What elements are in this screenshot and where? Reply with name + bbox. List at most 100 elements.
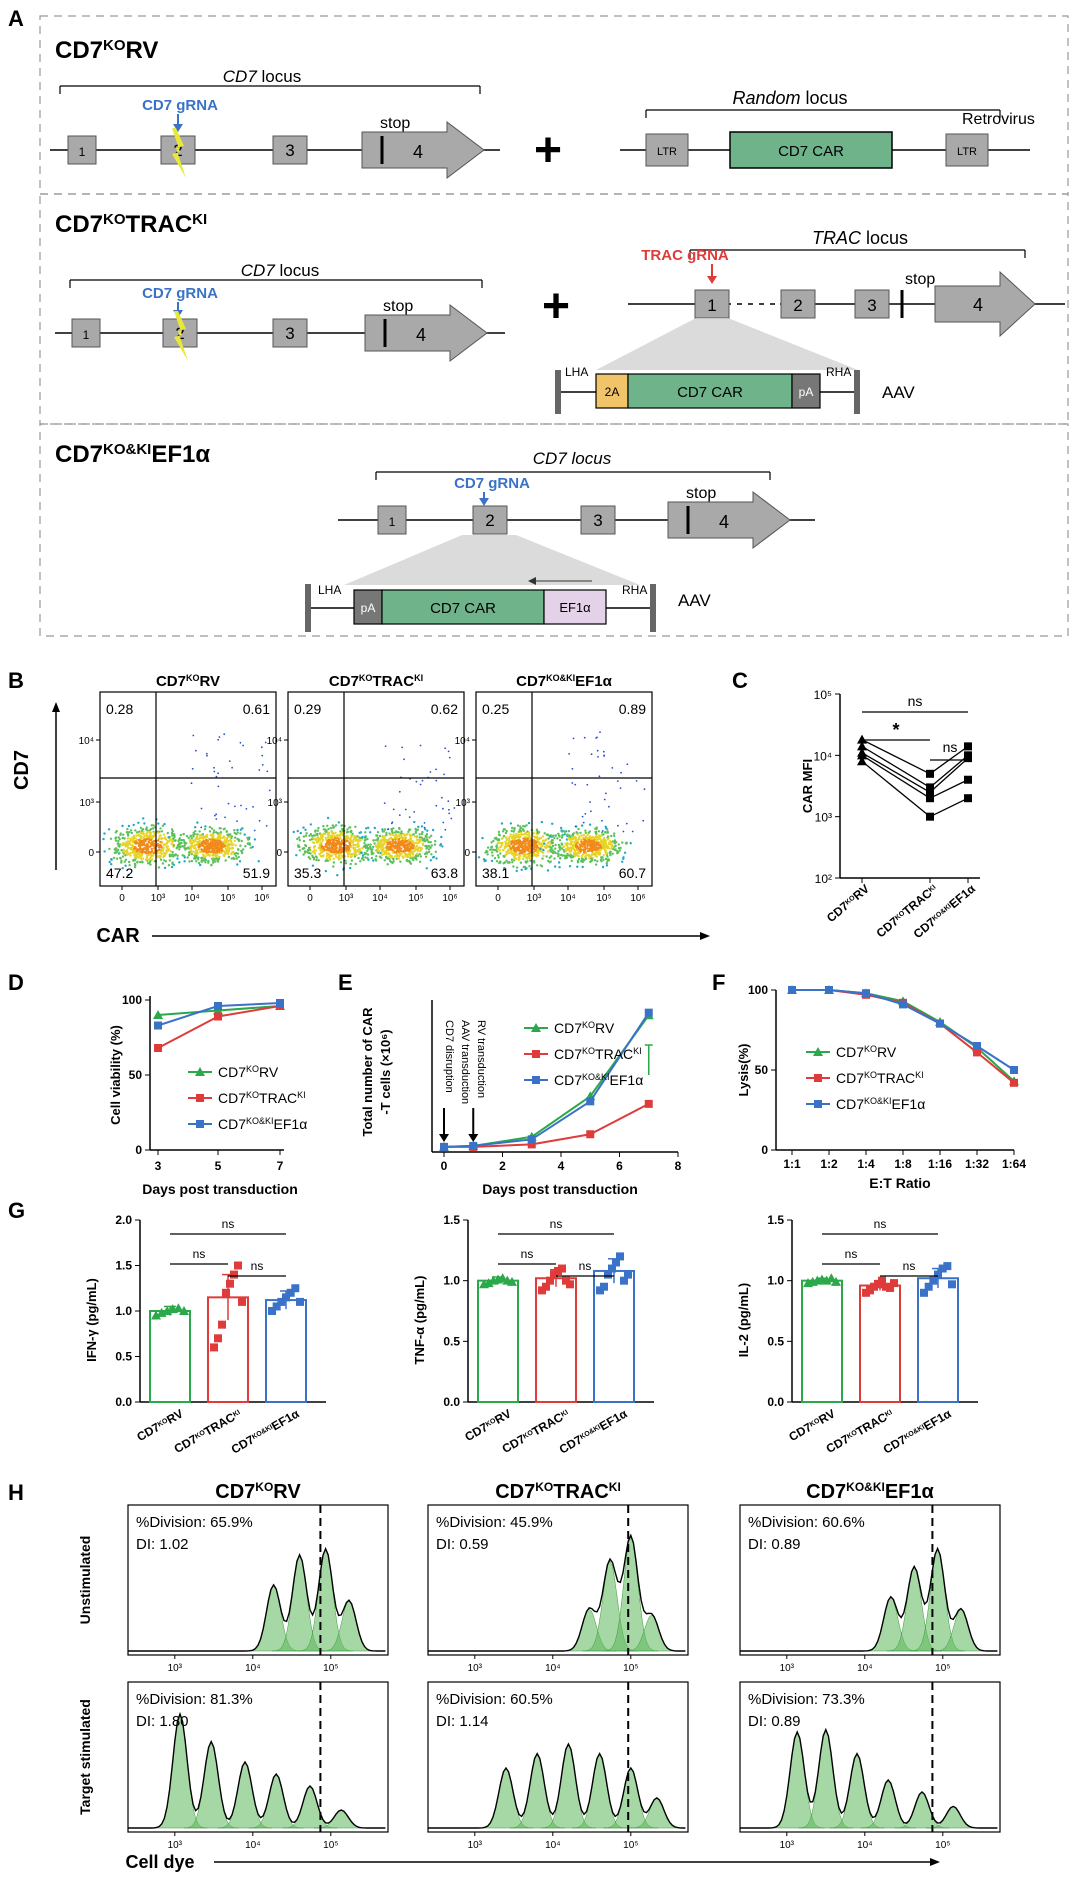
data-point [527,1135,536,1144]
event-dot [572,855,575,858]
event-dot [367,858,370,861]
series-line [473,1138,532,1147]
event-dot [581,842,585,845]
event-dot [426,829,429,832]
event-dot [359,849,362,853]
event-dot [136,860,139,863]
event-dot [372,845,375,849]
event-dot [163,852,166,855]
data-point [920,1288,928,1297]
event-dot [150,824,153,827]
event-dot [425,867,428,870]
series-line [976,1046,1015,1082]
event-dot [417,825,420,828]
event-dot [353,855,357,858]
event-dot [190,845,193,849]
event-dot [528,839,532,842]
event-dot [536,846,540,849]
event-dot [419,838,423,841]
event-dot [129,829,133,832]
event-dot [237,838,241,841]
event-dot [366,847,370,850]
event-dot [339,857,342,860]
event-dot [420,836,423,839]
event-dot [514,853,517,857]
y-axis-label: CAR MFI [800,759,815,813]
event-dot [409,837,412,840]
event-dot [204,842,208,846]
event-dot [604,839,607,842]
event-dot [601,856,604,859]
event-dot [213,839,217,842]
rv-arrow [468,1108,479,1142]
event-dot [135,834,138,837]
event-dot [528,852,531,855]
event-dot [622,830,625,833]
event-dot [525,824,528,827]
event-dot [337,854,341,858]
pa-label: pA [799,385,814,399]
pa-label: pA [361,601,376,615]
event-dot [397,845,400,848]
event-dot [421,779,424,782]
event-dot [589,860,592,864]
event-dot [110,863,113,866]
label-part: RV [273,1481,301,1503]
event-dot [222,828,225,831]
series-line [531,1133,591,1146]
event-dot [543,842,546,845]
bar-2 [535,1264,577,1403]
event-dot [236,863,239,866]
x-tick-label: 10⁵ [408,893,423,904]
event-dot [382,852,386,856]
event-dot [386,841,389,845]
event-dot [308,857,312,860]
event-dot [557,861,561,864]
event-dot [178,861,181,864]
event-dot [588,830,591,833]
event-dot [589,801,591,803]
event-dot [408,828,412,831]
event-dot [571,832,575,836]
event-dot [357,856,360,860]
event-dot [433,843,437,846]
event-dot [132,823,135,827]
event-dot [493,857,497,860]
x-tick-label: 10⁴ [184,893,199,904]
histogram-frame [427,1681,689,1833]
event-dot [558,844,561,848]
label-part: EF1α [885,1481,935,1503]
event-dot [258,819,261,822]
event-dot [340,843,343,846]
event-dot [157,839,160,842]
event-dot [566,852,569,856]
event-dot [580,854,583,858]
event-dot [586,847,589,850]
label-part: TRAC [595,1046,633,1062]
event-dot [228,835,231,839]
event-dot [602,833,605,836]
bar [149,1310,191,1403]
event-dot [139,826,143,829]
event-dot [126,842,129,845]
event-dot [579,848,582,851]
y-tick-label: 10⁴ [267,736,282,747]
exon-label-4: 4 [413,142,423,162]
event-dot [124,858,128,861]
data-point [469,1141,478,1150]
event-dot [160,830,164,833]
event-dot [414,854,418,857]
event-dot [408,849,411,853]
event-dot [423,837,426,840]
event-dot [121,836,124,840]
itr-right [854,370,860,414]
event-dot [222,840,225,844]
event-dot [441,845,444,848]
event-dot [327,828,330,831]
event-dot [579,831,582,835]
event-dot [325,857,328,860]
event-dot [439,843,443,846]
event-dot [356,835,359,838]
x-tick-label: 10⁵ [935,1663,950,1674]
event-dot [208,830,212,833]
